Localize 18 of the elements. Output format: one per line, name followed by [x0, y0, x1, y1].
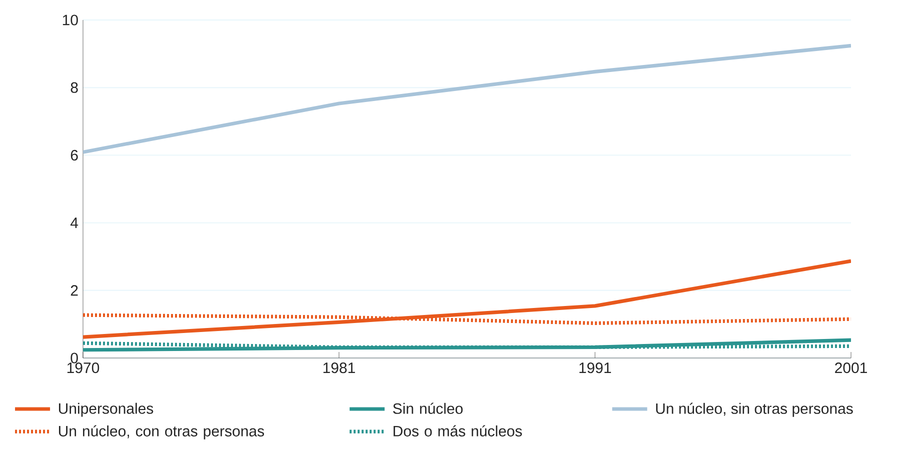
y-tick-label: 6 [70, 150, 78, 160]
line-series [83, 44, 852, 154]
line-series [83, 338, 852, 352]
legend-label: Dos o más núcleos [394, 425, 522, 436]
x-tick-label: 1991 [579, 362, 611, 374]
y-tick-label: 2 [70, 285, 78, 296]
x-tick-label: 1970 [67, 362, 100, 374]
y-tick-label: 8 [70, 82, 78, 93]
legend-label: Un núcleo, con otras personas [58, 425, 264, 440]
legend-label: Sin núcleo [393, 402, 463, 414]
x-tick-label: 1981 [323, 362, 355, 374]
line-series [83, 259, 852, 339]
y-tick-label: 0 [70, 352, 78, 364]
legend-label: Un núcleo, sin otras personas [656, 402, 853, 417]
x-tick-label: 2001 [835, 362, 867, 374]
y-tick-label: 10 [62, 14, 78, 26]
y-tick-label: 4 [70, 218, 78, 228]
legend-label: Unipersonales [58, 402, 154, 417]
